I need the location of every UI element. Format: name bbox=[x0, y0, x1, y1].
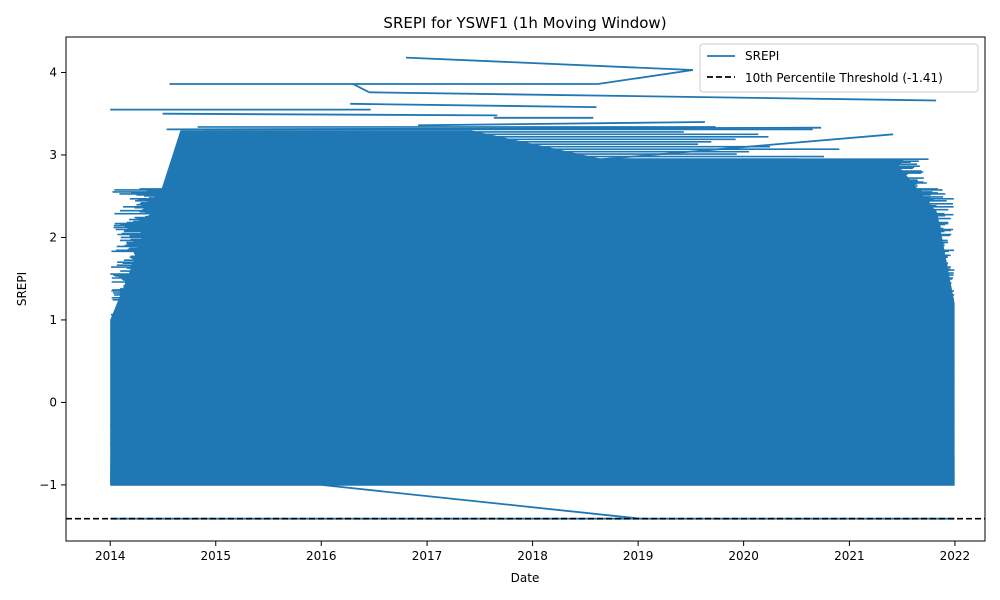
x-axis: 2014 2015 2016 2017 2018 2019 2020 2021 2022 bbox=[95, 541, 970, 563]
y-tick-label: 0 bbox=[49, 395, 57, 409]
legend-label-threshold: 10th Percentile Threshold (-1.41) bbox=[745, 71, 943, 85]
srepi-segment bbox=[602, 133, 894, 160]
y-tick-label: 4 bbox=[49, 65, 57, 79]
srepi-segment bbox=[597, 69, 694, 85]
x-axis-label: Date bbox=[511, 571, 540, 585]
plot-area bbox=[66, 56, 985, 520]
srepi-segment bbox=[405, 56, 694, 71]
x-tick-label: 2015 bbox=[200, 549, 231, 563]
srepi-segment bbox=[350, 102, 597, 108]
x-tick-label: 2017 bbox=[412, 549, 443, 563]
x-tick-label: 2018 bbox=[517, 549, 548, 563]
x-tick-label: 2021 bbox=[834, 549, 865, 563]
legend: SREPI 10th Percentile Threshold (-1.41) bbox=[699, 43, 979, 93]
plot-frame bbox=[65, 36, 986, 542]
x-tick-label: 2016 bbox=[306, 549, 337, 563]
y-tick-label: −1 bbox=[39, 478, 57, 492]
y-tick-label: 1 bbox=[49, 313, 57, 327]
y-axis: −1 0 1 2 3 4 bbox=[39, 65, 66, 492]
x-tick-label: 2020 bbox=[728, 549, 759, 563]
srepi-body bbox=[110, 130, 955, 485]
srepi-segment bbox=[352, 83, 370, 94]
legend-label-srepi: SREPI bbox=[745, 49, 779, 63]
series-layer bbox=[110, 56, 955, 520]
srepi-segment bbox=[418, 121, 705, 127]
y-axis-label: SREPI bbox=[15, 272, 29, 306]
x-tick-label: 2022 bbox=[940, 549, 971, 563]
legend-frame bbox=[699, 43, 979, 93]
chart-title: SREPI for YSWF1 (1h Moving Window) bbox=[383, 14, 666, 32]
srepi-segment bbox=[321, 484, 641, 520]
srepi-segment bbox=[162, 112, 498, 117]
srepi-segment bbox=[369, 91, 937, 102]
x-tick-label: 2019 bbox=[623, 549, 654, 563]
y-tick-label: 3 bbox=[49, 148, 57, 162]
x-tick-label: 2014 bbox=[95, 549, 126, 563]
srepi-segment bbox=[166, 126, 822, 131]
y-tick-label: 2 bbox=[49, 230, 57, 244]
